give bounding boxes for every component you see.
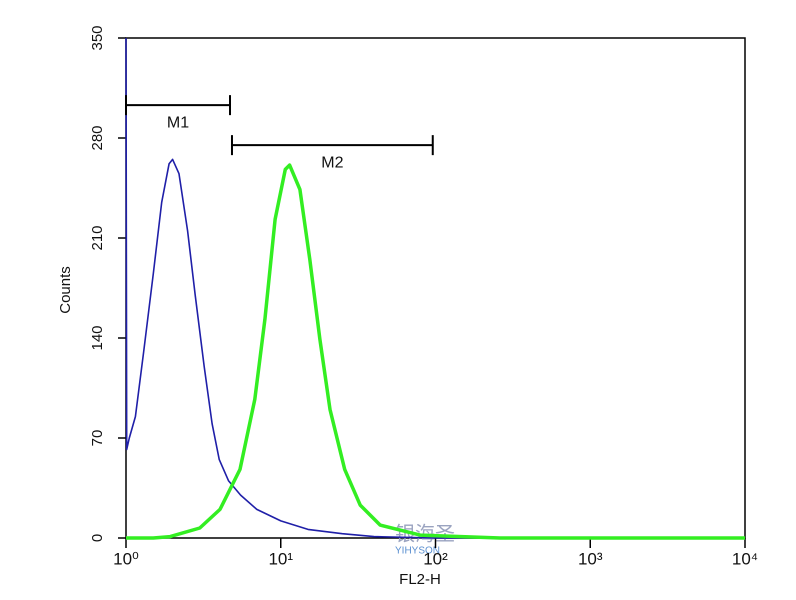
x-tick-label: 10² xyxy=(423,549,448,568)
gate-label: M2 xyxy=(321,154,343,171)
gate-marker xyxy=(125,95,232,116)
y-tick-label: 0 xyxy=(89,534,106,542)
y-tick-label: 140 xyxy=(89,325,106,350)
y-tick-label: 350 xyxy=(89,25,106,50)
x-tick-label: 10³ xyxy=(578,549,603,568)
histogram-line xyxy=(126,163,745,540)
y-tick-label: 210 xyxy=(89,225,106,250)
histogram-line xyxy=(125,37,745,539)
y-tick-label: 280 xyxy=(89,125,106,150)
x-axis-label: FL2-H xyxy=(399,571,441,588)
watermark-sub: YIHYSON xyxy=(395,546,440,557)
x-tick-label: 10⁰ xyxy=(113,549,139,568)
plot-frame xyxy=(125,37,746,539)
gate-marker xyxy=(230,135,434,156)
y-tick-label: 70 xyxy=(89,430,106,447)
x-tick-label: 10⁴ xyxy=(732,549,758,568)
gate-label: M1 xyxy=(167,114,189,131)
x-tick-label: 10¹ xyxy=(268,549,293,568)
y-axis-label: Counts xyxy=(57,266,74,314)
